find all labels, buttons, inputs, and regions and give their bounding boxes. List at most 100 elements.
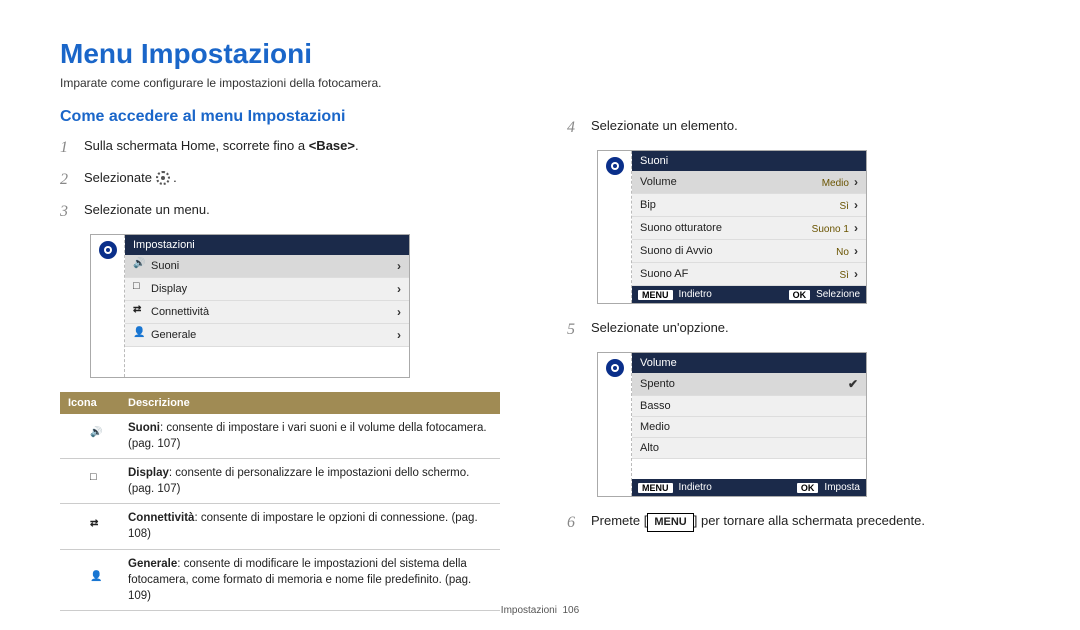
- sound-icon: [84, 428, 96, 440]
- option-label: Basso: [640, 400, 671, 412]
- option-medio[interactable]: Medio: [632, 417, 866, 438]
- display-icon: [133, 283, 145, 295]
- step-number: 3: [60, 200, 74, 224]
- panel-header: Impostazioni: [125, 235, 409, 255]
- step-2: 2 Selezionate .: [60, 168, 513, 192]
- menu-item-value: Suono 1: [812, 224, 849, 235]
- footer-back-label: Indietro: [679, 482, 712, 493]
- table-row: Connettività: consente di impostare le o…: [60, 504, 500, 549]
- cell-bold: Generale: [128, 558, 177, 570]
- menu-item-label: Suoni: [151, 260, 179, 272]
- footer-ok-label: Imposta: [824, 482, 860, 493]
- gear-icon: [606, 157, 624, 175]
- chevron-right-icon: ›: [397, 328, 401, 342]
- option-label: Spento: [640, 378, 675, 390]
- step-text: Selezionate un menu.: [84, 200, 210, 220]
- menu-panel-settings: Impostazioni Suoni › Display › Connettiv…: [90, 234, 410, 378]
- table-header-description: Descrizione: [120, 392, 500, 414]
- menu-item-value: No: [836, 247, 849, 258]
- menu-item-general[interactable]: Generale ›: [125, 324, 409, 347]
- gear-icon: [156, 171, 170, 185]
- menu-item-sounds[interactable]: Suoni ›: [125, 255, 409, 278]
- step-text-post: .: [355, 138, 359, 153]
- panel-header: Suoni: [632, 151, 866, 171]
- step-number: 2: [60, 168, 74, 192]
- display-icon: [84, 473, 96, 485]
- menu-item-volume[interactable]: Volume Medio ›: [632, 171, 866, 194]
- table-row: Generale: consente di modificare le impo…: [60, 549, 500, 610]
- cell-text: : consente di personalizzare le impostaz…: [128, 467, 469, 495]
- step-1: 1 Sulla schermata Home, scorrete fino a …: [60, 136, 513, 160]
- chevron-right-icon: ›: [854, 175, 858, 189]
- menu-item-value: Sì: [839, 270, 848, 281]
- chevron-right-icon: ›: [854, 198, 858, 212]
- cell-text: : consente di impostare i vari suoni e i…: [128, 422, 487, 450]
- step-bold: <Base>: [309, 138, 355, 153]
- step-text: Selezionate un elemento.: [591, 116, 738, 136]
- menu-panel-sounds: Suoni Volume Medio › Bip Sì › Suono ottu…: [597, 150, 867, 304]
- table-row: Display: consente di personalizzare le i…: [60, 459, 500, 504]
- menu-item-af-sound[interactable]: Suono AF Sì ›: [632, 263, 866, 286]
- menu-item-label: Bip: [640, 199, 656, 211]
- user-icon: [133, 329, 145, 341]
- menu-item-value: Sì: [839, 201, 848, 212]
- table-row: Suoni: consente di impostare i vari suon…: [60, 414, 500, 459]
- option-alto[interactable]: Alto: [632, 438, 866, 459]
- menu-item-label: Generale: [151, 329, 196, 341]
- table-header-icon: Icona: [60, 392, 120, 414]
- menu-item-connectivity[interactable]: Connettività ›: [125, 301, 409, 324]
- cell-bold: Connettività: [128, 512, 194, 524]
- step-4: 4 Selezionate un elemento.: [567, 116, 1020, 140]
- chevron-right-icon: ›: [854, 267, 858, 281]
- menu-item-label: Volume: [640, 176, 677, 188]
- step-text-post: ] per tornare alla schermata precedente.: [694, 513, 925, 528]
- check-icon: ✔: [848, 377, 858, 391]
- page-footer: Impostazioni 106: [0, 605, 1080, 616]
- menu-item-bip[interactable]: Bip Sì ›: [632, 194, 866, 217]
- sound-icon: [133, 260, 145, 272]
- step-text: Sulla schermata Home, scorrete fino a: [84, 138, 309, 153]
- icon-description-table: Icona Descrizione Suoni: consente di imp…: [60, 392, 500, 611]
- section-heading: Come accedere al menu Impostazioni: [60, 108, 513, 126]
- footer-ok-label: Selezione: [816, 289, 860, 300]
- panel-header: Volume: [632, 353, 866, 373]
- page-title: Menu Impostazioni: [60, 38, 1020, 70]
- cell-bold: Suoni: [128, 422, 160, 434]
- menu-item-shutter-sound[interactable]: Suono otturatore Suono 1 ›: [632, 217, 866, 240]
- footer-back-label: Indietro: [679, 289, 712, 300]
- step-number: 6: [567, 511, 581, 535]
- option-label: Alto: [640, 442, 659, 454]
- menu-button-icon: MENU: [647, 513, 693, 532]
- step-5: 5 Selezionate un'opzione.: [567, 318, 1020, 342]
- step-number: 4: [567, 116, 581, 140]
- cell-text: : consente di modificare le impostazioni…: [128, 558, 471, 602]
- user-icon: [84, 572, 96, 584]
- menu-key-icon: MENU: [638, 483, 673, 493]
- option-spento[interactable]: Spento ✔: [632, 373, 866, 396]
- menu-item-label: Suono otturatore: [640, 222, 722, 234]
- footer-section: Impostazioni: [501, 605, 557, 616]
- menu-item-label: Connettività: [151, 306, 209, 318]
- chevron-right-icon: ›: [854, 221, 858, 235]
- ok-key-icon: OK: [797, 483, 819, 493]
- ok-key-icon: OK: [789, 290, 811, 300]
- gear-icon: [99, 241, 117, 259]
- menu-item-display[interactable]: Display ›: [125, 278, 409, 301]
- chevron-right-icon: ›: [854, 244, 858, 258]
- menu-item-start-sound[interactable]: Suono di Avvio No ›: [632, 240, 866, 263]
- chevron-right-icon: ›: [397, 305, 401, 319]
- cell-bold: Display: [128, 467, 169, 479]
- connectivity-icon: [133, 306, 145, 318]
- connectivity-icon: [84, 519, 96, 531]
- option-label: Medio: [640, 421, 670, 433]
- page-subtitle: Imparate come configurare le impostazion…: [60, 76, 1020, 90]
- menu-key-icon: MENU: [638, 290, 673, 300]
- step-text: Selezionate: [84, 170, 156, 185]
- step-6: 6 Premete [MENU] per tornare alla scherm…: [567, 511, 1020, 535]
- step-text: Selezionate un'opzione.: [591, 318, 729, 338]
- footer-page-number: 106: [563, 605, 580, 616]
- menu-item-label: Suono di Avvio: [640, 245, 713, 257]
- option-basso[interactable]: Basso: [632, 396, 866, 417]
- chevron-right-icon: ›: [397, 259, 401, 273]
- gear-icon: [606, 359, 624, 377]
